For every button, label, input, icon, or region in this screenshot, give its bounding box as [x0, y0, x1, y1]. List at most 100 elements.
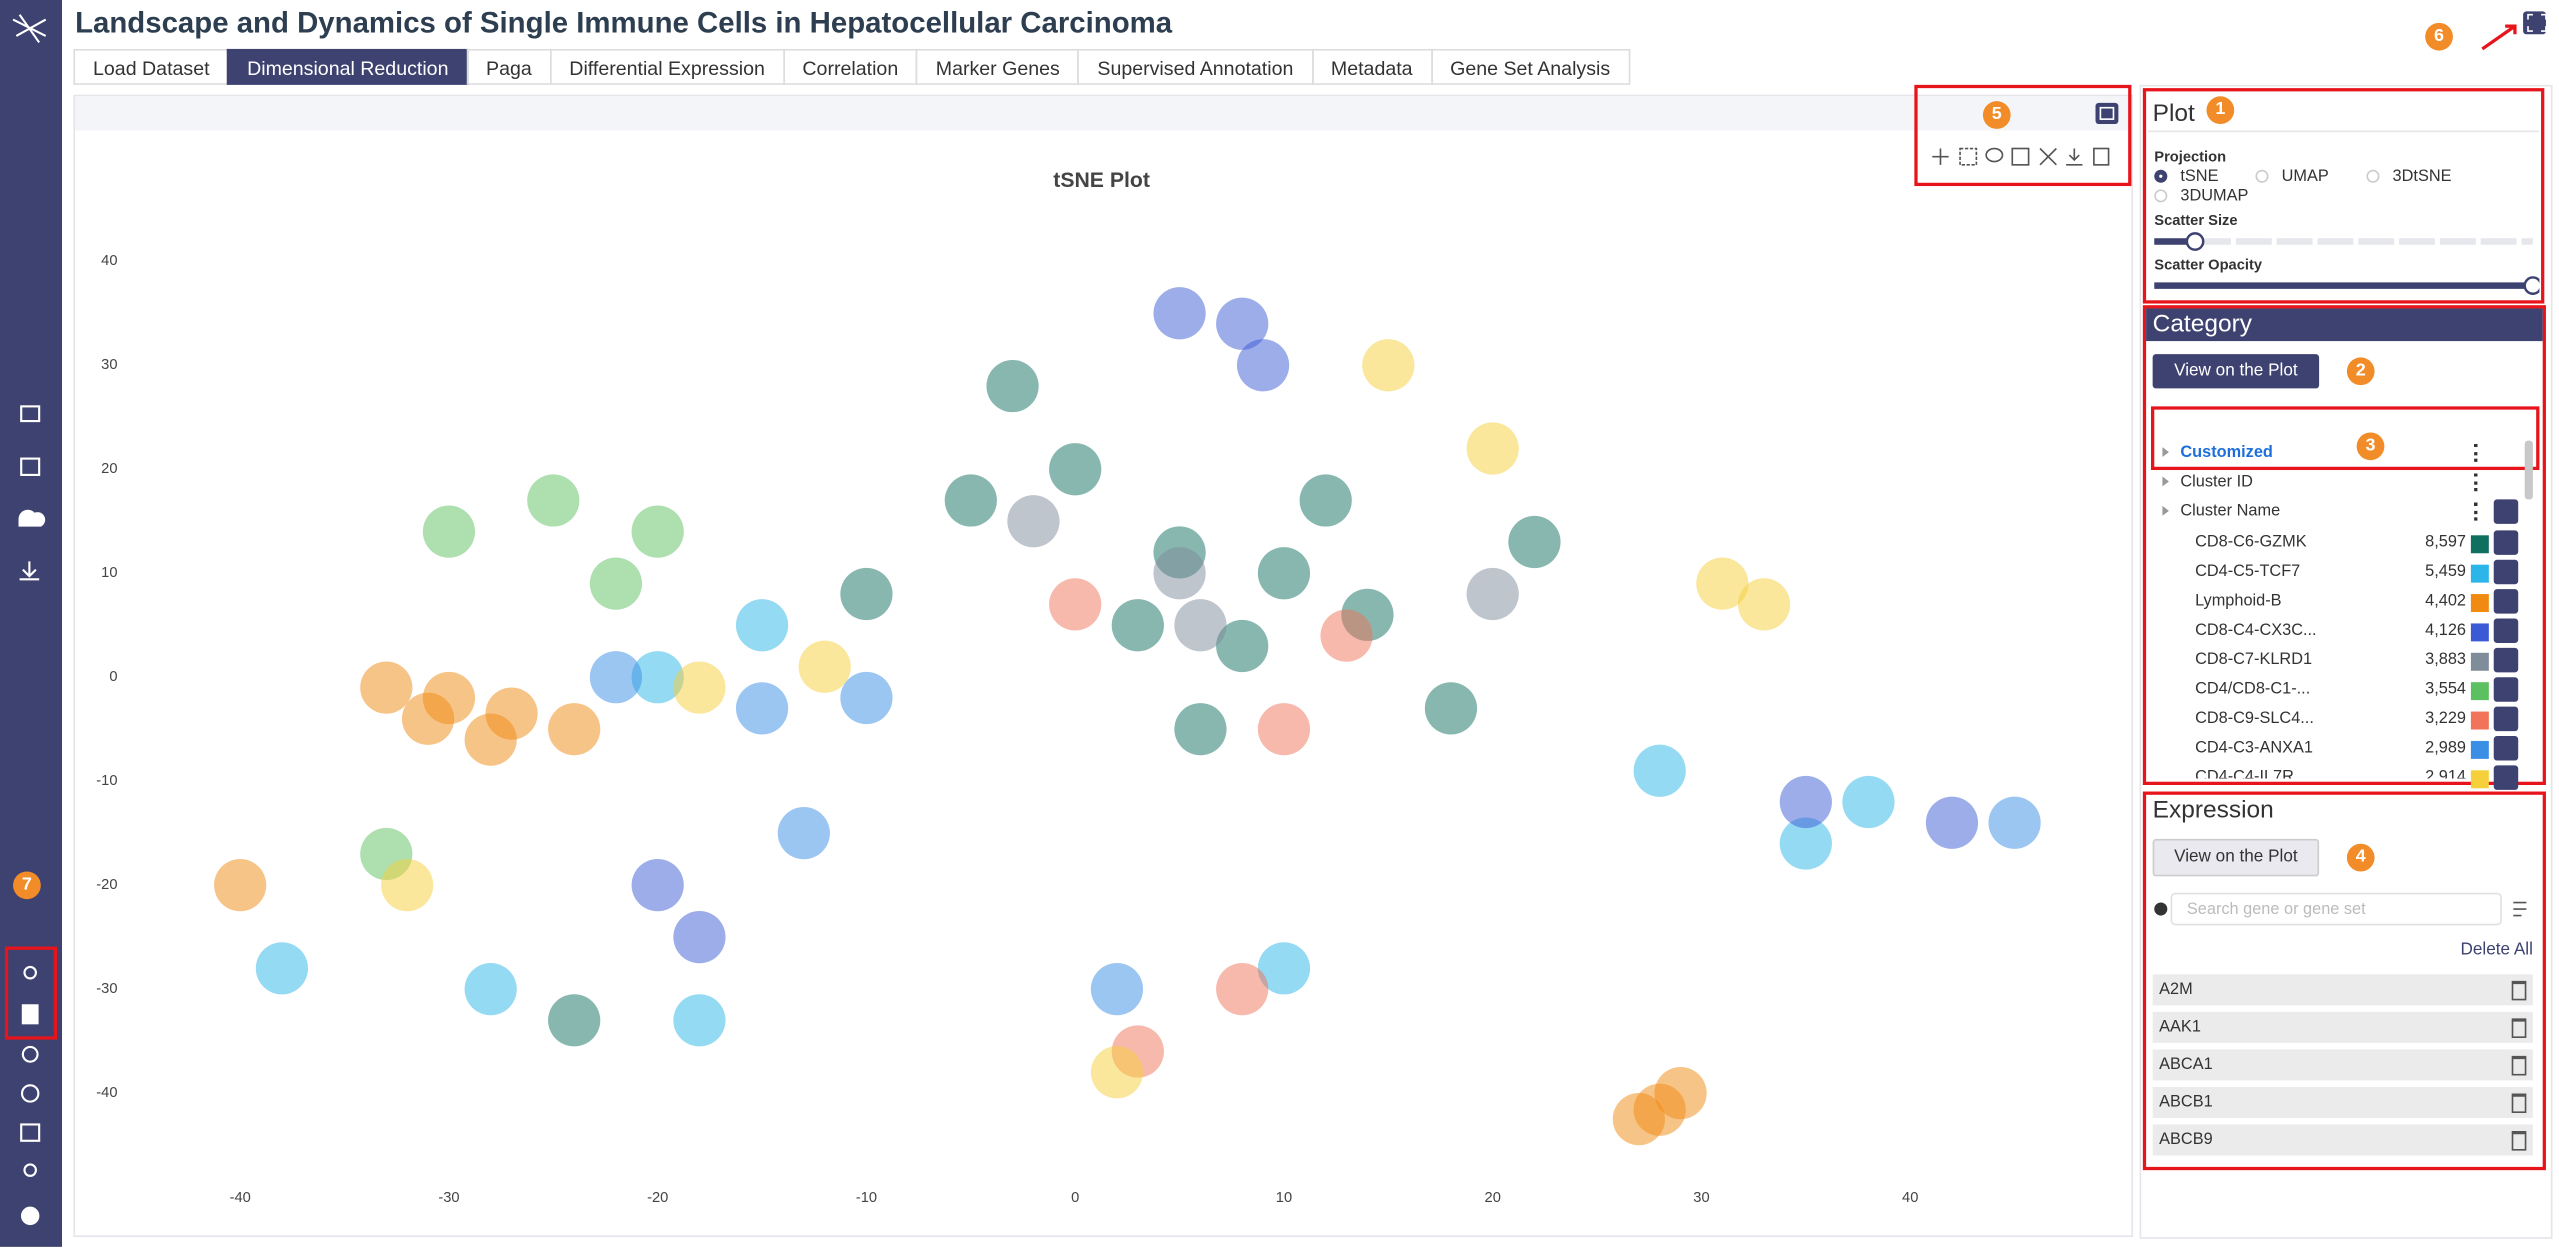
eye-toggle[interactable]	[2493, 530, 2519, 555]
cluster-name[interactable]: CD8-C7-KLRD1	[2195, 651, 2313, 670]
tool-zoom[interactable]	[2011, 147, 2030, 166]
tree-node[interactable]: Cluster Name	[2180, 502, 2281, 521]
eye-toggle[interactable]	[2493, 499, 2519, 524]
tree-caret[interactable]	[2162, 476, 2169, 487]
icon-refresh[interactable]	[21, 1045, 39, 1063]
list-icon[interactable]	[2513, 901, 2527, 917]
eye-toggle[interactable]	[2493, 618, 2519, 644]
cluster-swatch[interactable]	[2470, 652, 2489, 671]
cluster-name[interactable]: CD4-C3-ANXA1	[2195, 739, 2313, 758]
point	[777, 807, 830, 860]
toggle-toolbar[interactable]	[2095, 102, 2119, 125]
more-menu[interactable]	[2474, 502, 2481, 521]
view-button[interactable]: View on the Plot	[2152, 838, 2320, 877]
gene-row[interactable]	[2152, 974, 2533, 1006]
delete-gene[interactable]	[2511, 1018, 2527, 1038]
radio[interactable]	[2366, 169, 2380, 183]
cluster-swatch[interactable]	[2470, 623, 2489, 642]
cluster-swatch[interactable]	[2470, 535, 2489, 554]
tool-box-select[interactable]	[1959, 147, 1978, 166]
tool-download[interactable]	[2066, 148, 2083, 166]
tool-reset[interactable]	[2039, 147, 2057, 166]
radio[interactable]	[2255, 169, 2269, 183]
delete-gene[interactable]	[2511, 1130, 2527, 1151]
point	[1257, 942, 1311, 995]
badge: 1	[2206, 96, 2235, 125]
cluster-swatch[interactable]	[2470, 711, 2489, 730]
gene-row[interactable]	[2152, 1086, 2533, 1118]
tree-caret[interactable]	[2162, 447, 2169, 457]
icon-theme[interactable]	[23, 965, 37, 980]
size-knob[interactable]	[2185, 232, 2205, 251]
point	[735, 599, 789, 652]
icon-board[interactable]	[20, 405, 41, 423]
gene-row[interactable]	[2152, 1124, 2533, 1156]
cluster-name[interactable]: CD8-C6-GZMK	[2195, 533, 2307, 552]
gene-row[interactable]	[2152, 1011, 2533, 1043]
eye-toggle[interactable]	[2493, 706, 2519, 732]
cluster-name[interactable]: CD4-C5-TCF7	[2195, 563, 2301, 581]
point	[1216, 297, 1269, 350]
eye-toggle[interactable]	[2493, 559, 2519, 585]
point	[1174, 599, 1227, 652]
search-input[interactable]: Search gene or gene set	[2170, 892, 2502, 926]
more-menu[interactable]	[2474, 473, 2481, 492]
cluster-swatch[interactable]	[2470, 770, 2489, 789]
cluster-swatch[interactable]	[2470, 594, 2489, 613]
cluster-swatch[interactable]	[2470, 682, 2489, 701]
badge: 4	[2346, 843, 2375, 872]
radio[interactable]	[2154, 169, 2168, 183]
cluster-name[interactable]: CD8-C4-CX3C...	[2195, 621, 2317, 640]
cluster-name[interactable]: CD4/CD8-C1-...	[2195, 680, 2311, 699]
category-header[interactable]	[2146, 308, 2543, 342]
radio[interactable]	[2154, 189, 2168, 203]
view-button[interactable]: View on the Plot	[2152, 354, 2320, 389]
tool-lasso[interactable]	[1985, 147, 2004, 163]
eye-toggle[interactable]	[2493, 647, 2519, 673]
cluster-name[interactable]: CD4-C4-IL7R	[2195, 768, 2294, 787]
scrollbar[interactable]	[2524, 440, 2533, 500]
opacity-knob[interactable]	[2523, 276, 2540, 295]
icon-user-search[interactable]	[23, 1163, 37, 1177]
tool-bookmark[interactable]	[2093, 147, 2110, 166]
gene-row[interactable]	[2152, 1049, 2533, 1081]
point	[1216, 963, 1269, 1016]
tab[interactable]: Gene Set Analysis	[1430, 48, 1630, 85]
eye-toggle[interactable]	[2493, 765, 2519, 790]
more-menu[interactable]	[2474, 443, 2481, 462]
icon-report[interactable]	[20, 457, 41, 476]
point	[548, 703, 601, 756]
point	[1466, 422, 1519, 475]
delete-gene[interactable]	[2511, 980, 2527, 1001]
tree-caret[interactable]	[2162, 505, 2169, 516]
cluster-swatch[interactable]	[2470, 564, 2489, 583]
icon-doc[interactable]	[21, 1004, 39, 1025]
button-label: View on the Plot	[2174, 847, 2298, 867]
eye-toggle[interactable]	[2493, 736, 2519, 761]
icon-upload[interactable]	[18, 509, 46, 527]
help-icon[interactable]	[2154, 902, 2168, 916]
eye-toggle[interactable]	[2493, 677, 2519, 702]
cluster-swatch[interactable]	[2470, 740, 2489, 759]
app-title: Landscape and Dynamics of Single Immune …	[75, 6, 1173, 40]
tab[interactable]: Dimensional Reduction	[227, 48, 469, 85]
delete-gene[interactable]	[2511, 1093, 2527, 1114]
point	[464, 713, 517, 766]
icon-account[interactable]	[20, 1206, 40, 1226]
cluster-name[interactable]: CD8-C9-SLC4...	[2195, 709, 2314, 728]
point	[1737, 578, 1791, 631]
eye-toggle[interactable]	[2493, 589, 2519, 614]
cluster-name[interactable]: Lymphoid-B	[2195, 592, 2282, 611]
icon-help[interactable]	[20, 1084, 40, 1103]
tool-pan[interactable]	[1932, 148, 1949, 165]
tree-node[interactable]: Customized	[2180, 443, 2273, 462]
icon-chat[interactable]	[20, 1123, 41, 1142]
icon-download[interactable]	[19, 561, 40, 581]
tree-node[interactable]: Cluster ID	[2180, 473, 2253, 492]
radio-label: 3DtSNE	[2392, 168, 2452, 187]
point	[1842, 775, 1895, 829]
delete-gene[interactable]	[2511, 1055, 2527, 1076]
fullscreen-button[interactable]	[2523, 11, 2546, 35]
delete-all[interactable]: Delete All	[2460, 940, 2533, 960]
